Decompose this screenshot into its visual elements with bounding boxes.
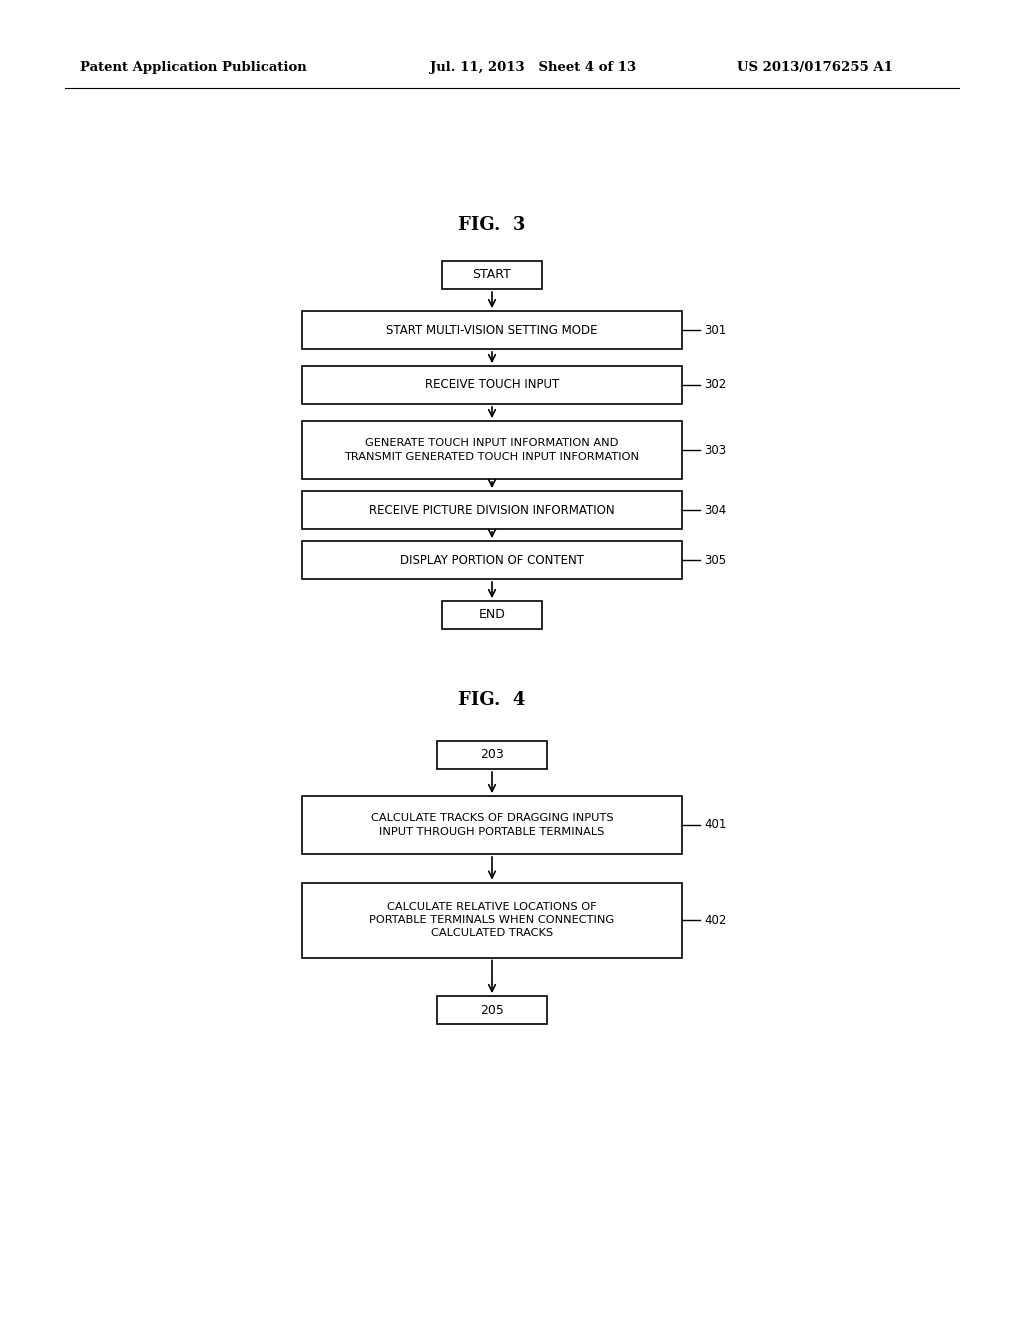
Text: Jul. 11, 2013   Sheet 4 of 13: Jul. 11, 2013 Sheet 4 of 13 [430, 62, 636, 74]
Text: START: START [472, 268, 511, 281]
Text: 305: 305 [705, 553, 726, 566]
Text: Patent Application Publication: Patent Application Publication [80, 62, 307, 74]
Text: RECEIVE TOUCH INPUT: RECEIVE TOUCH INPUT [425, 379, 559, 392]
Text: CALCULATE TRACKS OF DRAGGING INPUTS
INPUT THROUGH PORTABLE TERMINALS: CALCULATE TRACKS OF DRAGGING INPUTS INPU… [371, 813, 613, 837]
FancyBboxPatch shape [442, 601, 542, 630]
Bar [302, 312, 682, 348]
Text: FIG.  4: FIG. 4 [459, 690, 525, 709]
Text: 303: 303 [705, 444, 726, 457]
FancyBboxPatch shape [442, 261, 542, 289]
Text: START MULTI-VISION SETTING MODE: START MULTI-VISION SETTING MODE [386, 323, 598, 337]
Bar [302, 796, 682, 854]
Text: 301: 301 [705, 323, 726, 337]
Text: 302: 302 [705, 379, 726, 392]
Text: END: END [478, 609, 506, 622]
Bar [302, 366, 682, 404]
Text: FIG.  3: FIG. 3 [459, 216, 525, 234]
Text: 402: 402 [705, 913, 726, 927]
Bar [302, 541, 682, 579]
Text: US 2013/0176255 A1: US 2013/0176255 A1 [737, 62, 893, 74]
Text: DISPLAY PORTION OF CONTENT: DISPLAY PORTION OF CONTENT [400, 553, 584, 566]
Bar [302, 883, 682, 957]
Text: 205: 205 [480, 1003, 504, 1016]
Text: 203: 203 [480, 748, 504, 762]
Text: 304: 304 [705, 503, 726, 516]
FancyBboxPatch shape [437, 997, 547, 1024]
Bar [302, 491, 682, 529]
Text: 401: 401 [705, 818, 726, 832]
FancyBboxPatch shape [437, 741, 547, 770]
Text: GENERATE TOUCH INPUT INFORMATION AND
TRANSMIT GENERATED TOUCH INPUT INFORMATION: GENERATE TOUCH INPUT INFORMATION AND TRA… [344, 438, 640, 462]
Text: RECEIVE PICTURE DIVISION INFORMATION: RECEIVE PICTURE DIVISION INFORMATION [370, 503, 614, 516]
Bar [302, 421, 682, 479]
Text: CALCULATE RELATIVE LOCATIONS OF
PORTABLE TERMINALS WHEN CONNECTING
CALCULATED TR: CALCULATE RELATIVE LOCATIONS OF PORTABLE… [370, 902, 614, 939]
